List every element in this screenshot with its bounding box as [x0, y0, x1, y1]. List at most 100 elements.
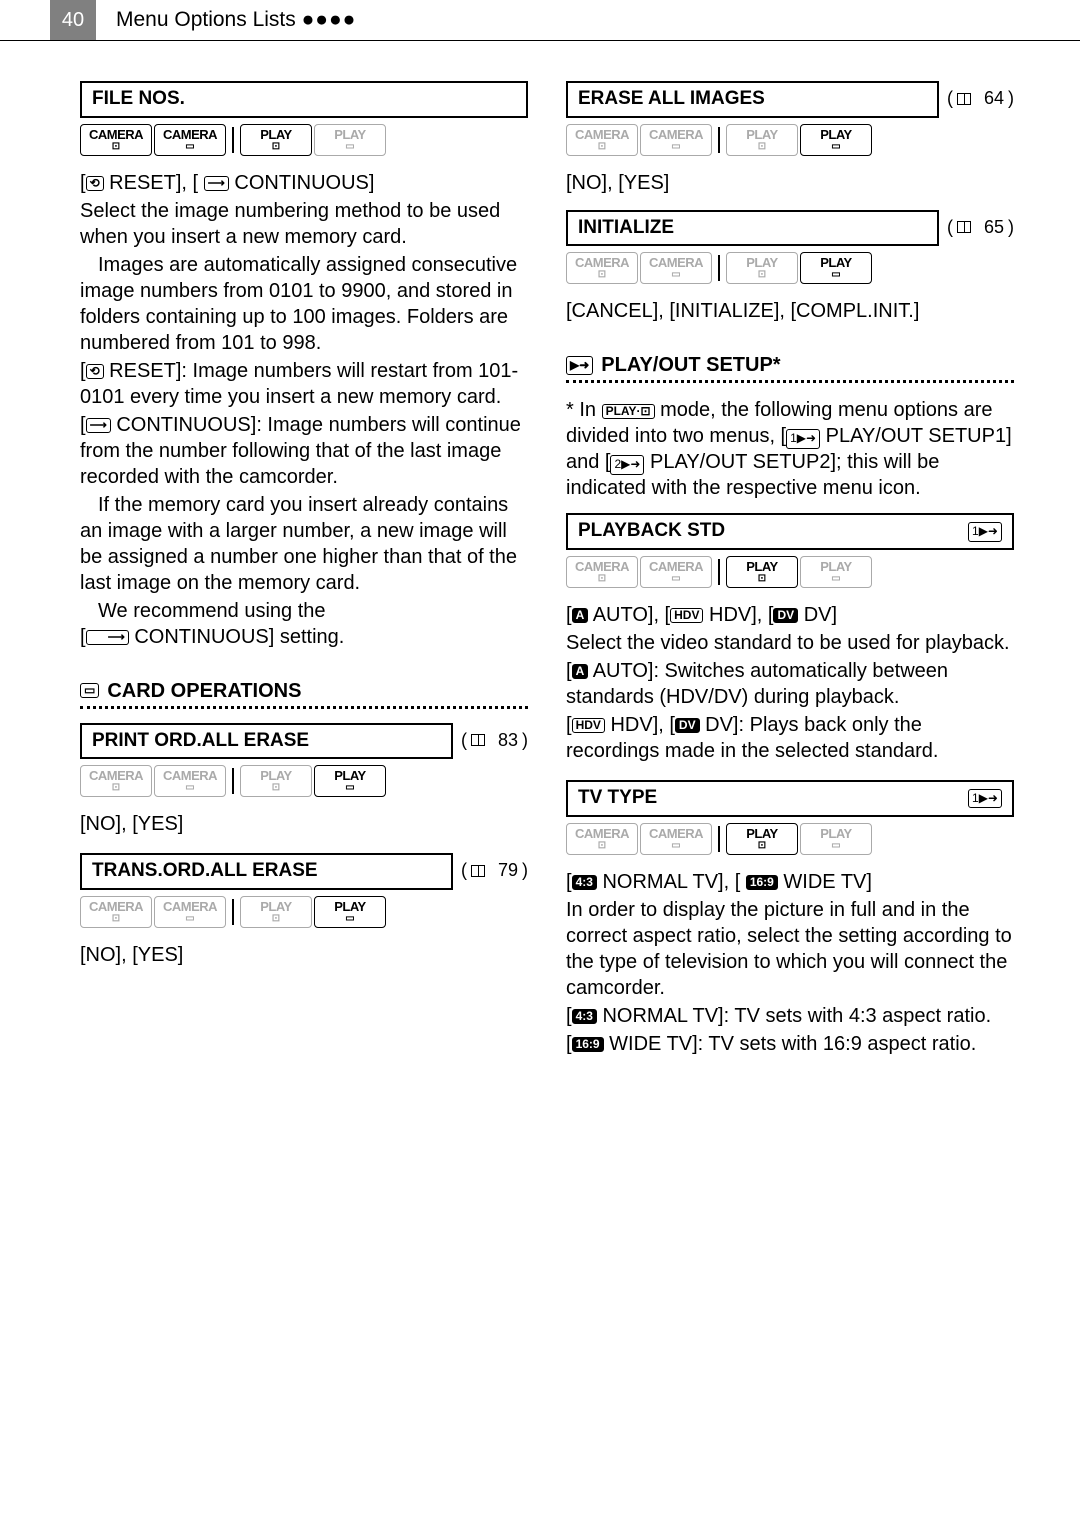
- menu-erase-all: ERASE ALL IMAGES: [566, 81, 939, 118]
- mode-badge: CAMERA▭: [640, 252, 712, 284]
- page-title: Menu Options Lists ●●●●: [116, 6, 356, 33]
- mode-badge: CAMERA▭: [154, 896, 226, 928]
- reset-icon: ⟲: [86, 364, 104, 379]
- mode-badge: PLAY▭: [800, 252, 872, 284]
- mode-separator: [232, 127, 234, 153]
- options-line: [⟲ RESET], [ ⟶ CONTINUOUS]: [80, 170, 528, 196]
- ratio-169-icon: 16:9: [746, 875, 778, 890]
- mode-badge: CAMERA⊡: [80, 896, 152, 928]
- mode-badge: PLAY⊡: [240, 124, 312, 156]
- mode-badge: CAMERA▭: [640, 823, 712, 855]
- paragraph: Select the image numbering method to be …: [80, 198, 528, 250]
- paragraph: * In PLAY·⊡ mode, the following menu opt…: [566, 397, 1014, 501]
- mode-badge: CAMERA⊡: [80, 765, 152, 797]
- mode-badge: CAMERA▭: [154, 765, 226, 797]
- left-column: FILE NOS. CAMERA⊡CAMERA▭PLAY⊡PLAY▭ [⟲ RE…: [80, 81, 528, 1059]
- dotted-rule: [80, 706, 528, 709]
- menu-playback-std: PLAYBACK STD 1▶➜: [566, 513, 1014, 550]
- mode-separator: [718, 127, 720, 153]
- paragraph: We recommend using the [⟶ CONTINUOUS] se…: [80, 598, 528, 650]
- ratio-43-icon: 4:3: [572, 875, 597, 890]
- paragraph: In order to display the picture in full …: [566, 897, 1014, 1001]
- continuous-icon: ⟶: [204, 176, 229, 191]
- page-number: 40: [50, 0, 96, 40]
- paragraph: [HDV HDV], [DV DV]: Plays back only the …: [566, 712, 1014, 764]
- mode-row: CAMERA⊡CAMERA▭ PLAY⊡PLAY▭: [566, 823, 1014, 855]
- mode-badge: PLAY▭: [800, 823, 872, 855]
- mode-badge: CAMERA▭: [640, 556, 712, 588]
- mode-badge: PLAY⊡: [240, 765, 312, 797]
- mode-separator: [718, 826, 720, 852]
- mode-separator: [232, 768, 234, 794]
- mode-badge: CAMERA⊡: [566, 124, 638, 156]
- hdv-badge-icon: HDV: [670, 608, 703, 623]
- options-line: [NO], [YES]: [80, 942, 528, 968]
- menu-trans-ord: TRANS.ORD.ALL ERASE: [80, 853, 453, 890]
- paragraph: [A AUTO]: Switches automatically between…: [566, 658, 1014, 710]
- mode-badge: PLAY⊡: [240, 896, 312, 928]
- book-icon: [957, 221, 971, 233]
- paragraph: Images are automatically assigned consec…: [80, 252, 528, 356]
- page-ref: ( 64): [947, 81, 1014, 110]
- mode-badge: PLAY⊡: [726, 252, 798, 284]
- reset-icon: ⟲: [86, 176, 104, 191]
- ratio-43-icon: 4:3: [572, 1009, 597, 1024]
- hdv-badge-icon: HDV: [572, 718, 605, 733]
- page-header: 40 Menu Options Lists ●●●●: [0, 0, 1080, 41]
- mode-badge: CAMERA⊡: [566, 556, 638, 588]
- play-out2-icon: 2▶➜: [610, 455, 644, 475]
- menu-initialize: INITIALIZE: [566, 210, 939, 247]
- mode-badge: CAMERA▭: [640, 124, 712, 156]
- mode-badge: PLAY⊡: [726, 556, 798, 588]
- paragraph: [⟶ CONTINUOUS]: Image numbers will conti…: [80, 412, 528, 490]
- mode-badge: PLAY▭: [800, 124, 872, 156]
- continuous-icon: ⟶: [86, 630, 129, 645]
- card-icon: ▭: [80, 683, 99, 698]
- right-column: ERASE ALL IMAGES ( 64) CAMERA⊡CAMERA▭PLA…: [566, 81, 1014, 1059]
- play-tape-icon: PLAY·⊡: [602, 404, 655, 419]
- mode-badge: PLAY⊡: [726, 823, 798, 855]
- mode-row: CAMERA⊡CAMERA▭PLAY⊡PLAY▭: [80, 896, 528, 928]
- menu-file-nos: FILE NOS.: [80, 81, 528, 118]
- page-ref: ( 65): [947, 210, 1014, 239]
- continuous-icon: ⟶: [86, 418, 111, 433]
- mode-badge: CAMERA⊡: [566, 252, 638, 284]
- dots-icon: ●●●●: [302, 8, 357, 31]
- book-icon: [957, 93, 971, 105]
- options-line: [NO], [YES]: [566, 170, 1014, 196]
- ratio-169-icon: 16:9: [572, 1037, 604, 1052]
- section-card-operations: ▭ CARD OPERATIONS: [80, 678, 528, 704]
- mode-badge: PLAY▭: [800, 556, 872, 588]
- paragraph: [⟲ RESET]: Image numbers will restart fr…: [80, 358, 528, 410]
- options-line: [4:3 NORMAL TV], [ 16:9 WIDE TV]: [566, 869, 1014, 895]
- menu-tv-type: TV TYPE 1▶➜: [566, 780, 1014, 817]
- paragraph: [4:3 NORMAL TV]: TV sets with 4:3 aspect…: [566, 1003, 1014, 1029]
- play-out1-icon: 1▶➜: [968, 522, 1002, 542]
- options-line: [CANCEL], [INITIALIZE], [COMPL.INIT.]: [566, 298, 1014, 324]
- dv-badge-icon: DV: [675, 718, 700, 733]
- dotted-rule: [566, 380, 1014, 383]
- mode-badge: PLAY⊡: [726, 124, 798, 156]
- mode-row: CAMERA⊡CAMERA▭ PLAY⊡PLAY▭: [566, 556, 1014, 588]
- mode-badge: PLAY▭: [314, 765, 386, 797]
- mode-row: CAMERA⊡CAMERA▭ PLAY⊡PLAY▭: [80, 765, 528, 797]
- mode-separator: [718, 255, 720, 281]
- mode-separator: [718, 559, 720, 585]
- options-line: [A AUTO], [HDV HDV], [DV DV]: [566, 602, 1014, 628]
- menu-print-ord: PRINT ORD.ALL ERASE: [80, 723, 453, 760]
- paragraph: [16:9 WIDE TV]: TV sets with 16:9 aspect…: [566, 1031, 1014, 1057]
- auto-badge-icon: A: [572, 608, 589, 623]
- mode-badge: CAMERA⊡: [566, 823, 638, 855]
- book-icon: [471, 865, 485, 877]
- dv-badge-icon: DV: [773, 608, 798, 623]
- page-ref: ( 83): [461, 723, 528, 752]
- section-play-out: ▶➜ PLAY/OUT SETUP*: [566, 352, 1014, 378]
- mode-row: CAMERA⊡CAMERA▭ PLAY⊡PLAY▭: [566, 124, 1014, 156]
- mode-separator: [232, 899, 234, 925]
- mode-row: CAMERA⊡CAMERA▭ PLAY⊡PLAY▭: [566, 252, 1014, 284]
- mode-badge: PLAY▭: [314, 124, 386, 156]
- mode-badge: CAMERA▭: [154, 124, 226, 156]
- options-line: [NO], [YES]: [80, 811, 528, 837]
- play-out-icon: ▶➜: [566, 356, 593, 376]
- play-out1-icon: 1▶➜: [968, 789, 1002, 809]
